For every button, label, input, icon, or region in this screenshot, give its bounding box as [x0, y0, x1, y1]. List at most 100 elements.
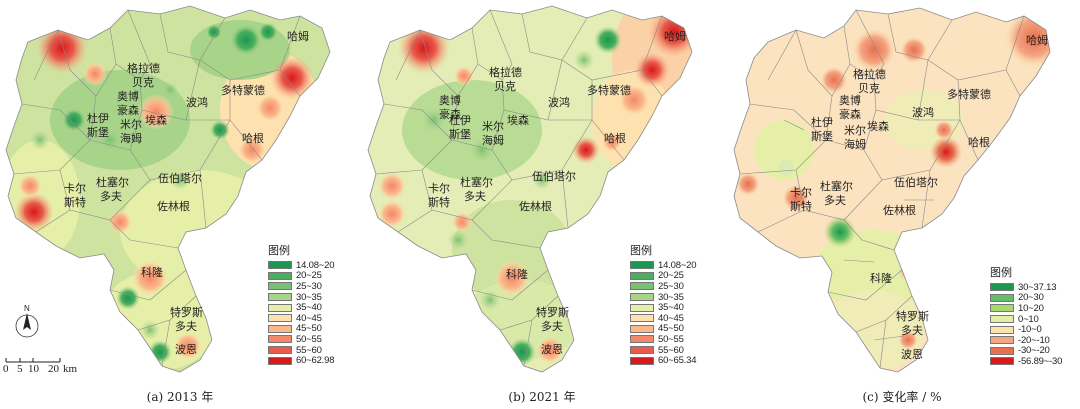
legend-item: 50~55	[268, 334, 334, 345]
city-label-gladbeck: 格拉德	[127, 61, 160, 75]
city-label-mulheim: 米尔	[482, 120, 504, 133]
map-svg-2013: 哈姆 格拉德 贝克 多特蒙德 奥博 豪森 波鸿 杜伊 斯堡 米尔 海姆 埃森 哈…	[3, 5, 331, 375]
city-label-dortmund: 多特蒙德	[221, 83, 265, 97]
legend-change-rate: 图例 30~37.13 20~30 10~20 0~10 -10~0 -20~-10 -30…	[990, 264, 1062, 367]
legend-swatch	[630, 314, 654, 323]
legend-title: 图例	[990, 266, 1012, 279]
scale-unit: km	[63, 363, 78, 375]
legend-item: 20~30	[990, 292, 1062, 304]
city-label-bochum: 波鸿	[186, 95, 208, 109]
city-label-dortmund: 多特蒙德	[947, 87, 991, 101]
legend-item: 25~30	[268, 281, 334, 292]
legend-label: -56.89~-30	[1018, 355, 1063, 367]
city-label-cologne: 科隆	[506, 267, 528, 281]
legend-item: 0~10	[990, 314, 1062, 325]
city-label-essen: 埃森	[507, 113, 529, 127]
legend-label: 55~60	[296, 344, 322, 356]
city-label-mulheim-2: 海姆	[482, 133, 504, 147]
legend-swatch	[268, 293, 292, 302]
city-label-bottrop-2: 豪森	[439, 107, 461, 121]
legend-swatch	[630, 293, 654, 302]
city-label-troisdorf: 特罗斯	[170, 305, 203, 319]
city-label-mulheim: 米尔	[120, 118, 142, 131]
legend-label: 0~10	[1018, 313, 1039, 325]
city-label-bochum: 波鸿	[912, 105, 934, 119]
legend-label: -30~-20	[1018, 345, 1050, 357]
city-label-gladbeck-2: 贝克	[858, 82, 880, 95]
legend-swatch	[268, 282, 292, 291]
city-label-dortmund: 多特蒙德	[587, 83, 631, 97]
city-label-troisdorf: 特罗斯	[896, 309, 929, 323]
city-label-duisburg: 杜伊	[87, 111, 109, 125]
legend-label: 25~30	[296, 280, 322, 292]
city-label-bottrop-2: 豪森	[839, 107, 861, 121]
legend-item: -56.89~-30	[990, 356, 1062, 367]
city-label-krefeld: 卡尔	[64, 182, 86, 195]
legend-swatch	[268, 314, 292, 323]
legend-item: 45~50	[268, 323, 334, 334]
legend-swatch	[268, 346, 292, 355]
city-label-bottrop: 奥博	[439, 93, 461, 107]
legend-swatch	[990, 304, 1014, 313]
legend-title: 图例	[630, 244, 652, 257]
city-label-duisburg: 杜伊	[449, 113, 471, 127]
city-label-gladbeck-2: 贝克	[494, 80, 516, 93]
city-label-solingen: 佐林根	[519, 199, 552, 213]
city-label-dusseldorf-2: 多夫	[824, 193, 846, 207]
legend-label: 20~30	[1018, 292, 1044, 304]
city-label-hamm: 哈姆	[1026, 33, 1048, 47]
legend-label: -10~0	[1018, 324, 1042, 336]
city-label-bonn: 波恩	[901, 348, 923, 361]
legend-item: 60~62.98	[268, 355, 334, 366]
city-label-hagen: 哈根	[604, 131, 626, 145]
city-label-essen: 埃森	[867, 119, 889, 133]
legend-item: 20~25	[630, 270, 696, 281]
legend-label: 25~30	[658, 280, 684, 292]
legend-item: 55~60	[630, 345, 696, 356]
map-svg-2021: 哈姆 格拉德 贝克 多特蒙德 奥博 豪森 波鸿 杜伊 斯堡 米尔 海姆 埃森 哈…	[367, 5, 693, 373]
legend-swatch	[630, 346, 654, 355]
city-label-troisdorf-2: 多夫	[901, 323, 923, 337]
city-label-hamm: 哈姆	[287, 29, 309, 43]
legend-swatch	[990, 325, 1014, 334]
legend-swatch	[990, 293, 1014, 302]
city-label-hamm: 哈姆	[664, 29, 686, 43]
legend-swatch	[990, 315, 1014, 324]
city-label-dusseldorf-2: 多夫	[100, 189, 122, 203]
legend-item: 30~35	[268, 292, 334, 303]
legend-swatch	[268, 303, 292, 312]
city-label-troisdorf-2: 多夫	[541, 319, 563, 333]
legend-swatch	[268, 261, 292, 270]
legend-label: 10~20	[1018, 302, 1044, 314]
city-label-duisburg: 杜伊	[811, 115, 833, 129]
legend-label: 35~40	[296, 302, 322, 314]
legend-swatch	[630, 261, 654, 270]
city-label-solingen: 佐林根	[157, 199, 190, 213]
city-label-duisburg-2: 斯堡	[87, 125, 109, 139]
legend-label: 20~25	[296, 270, 322, 282]
legend-item: 40~45	[268, 313, 334, 324]
scale-tick-10: 10	[28, 363, 40, 375]
caption-2021: (b) 2021 年	[508, 390, 576, 404]
city-label-bottrop: 奥博	[117, 89, 139, 103]
city-label-mulheim: 米尔	[844, 124, 866, 137]
legend-item: 20~25	[268, 270, 334, 282]
map-panel-2021: 哈姆 格拉德 贝克 多特蒙德 奥博 豪森 波鸿 杜伊 斯堡 米尔 海姆 埃森 哈…	[362, 0, 722, 409]
legend-label: 30~35	[296, 291, 322, 303]
legend-item: 14.08~20	[268, 260, 334, 271]
city-label-wuppertal: 伍伯塔尔	[894, 175, 938, 189]
city-label-dusseldorf: 杜塞尔	[820, 179, 853, 193]
legend-label: 35~40	[658, 302, 684, 314]
legend-label: -20~-10	[1018, 334, 1050, 346]
city-label-bonn: 波恩	[175, 343, 197, 356]
legend-2021: 图例 14.08~20 20~25 25~30 30~35 35~40 40~45 45~5…	[630, 242, 696, 366]
legend-label: 55~60	[658, 344, 684, 356]
legend-swatch	[268, 335, 292, 344]
map-panel-change-rate: 哈姆 格拉德 贝克 多特蒙德 奥博 豪森 波鸿 杜伊 斯堡 米尔 海姆 埃森 哈…	[724, 0, 1080, 409]
city-label-solingen: 佐林根	[883, 203, 916, 217]
legend-label: 14.08~20	[658, 259, 697, 271]
city-label-krefeld: 卡尔	[790, 186, 812, 199]
legend-item: -20~-10	[990, 335, 1062, 346]
legend-swatch	[990, 336, 1014, 345]
legend-label: 30~35	[658, 291, 684, 303]
